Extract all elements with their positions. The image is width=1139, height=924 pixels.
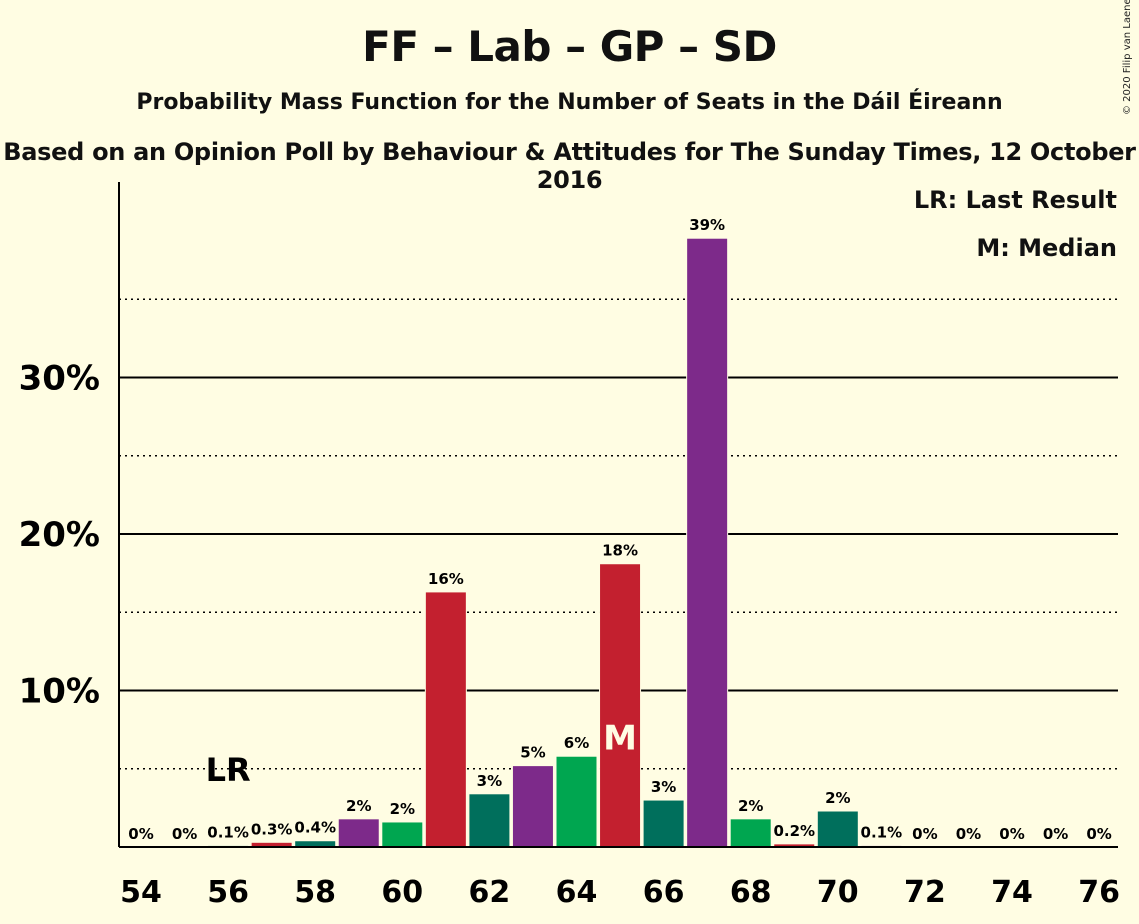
x-tick-label: 72 xyxy=(904,875,946,910)
x-tick-label: 70 xyxy=(817,875,859,910)
y-tick-label: 10% xyxy=(19,672,100,712)
data-label: 5% xyxy=(520,744,545,762)
x-tick-label: 76 xyxy=(1078,875,1120,910)
y-tick-label: 30% xyxy=(19,359,100,399)
x-tick-label: 74 xyxy=(991,875,1033,910)
data-label: 2% xyxy=(390,800,415,818)
data-label: 0% xyxy=(912,825,937,843)
y-tick-label: 20% xyxy=(19,515,100,555)
x-tick-label: 62 xyxy=(469,875,511,910)
data-label: 0% xyxy=(128,825,153,843)
data-label: 0% xyxy=(1086,825,1111,843)
bar xyxy=(555,755,598,848)
data-label: 0% xyxy=(999,825,1024,843)
x-tick-label: 68 xyxy=(730,875,772,910)
data-label: 0% xyxy=(1043,825,1068,843)
x-tick-label: 60 xyxy=(381,875,423,910)
bar xyxy=(729,818,772,848)
data-label: 0% xyxy=(172,825,197,843)
x-tick-label: 58 xyxy=(294,875,336,910)
data-label: 2% xyxy=(825,789,850,807)
x-tick-label: 54 xyxy=(120,875,162,910)
bar xyxy=(642,799,685,848)
bar xyxy=(424,591,467,848)
last-result-marker: LR xyxy=(206,751,251,789)
data-label: 0.2% xyxy=(773,822,815,840)
data-label: 6% xyxy=(564,734,589,752)
data-label: 0.4% xyxy=(294,819,336,837)
bar xyxy=(816,810,859,848)
data-label: 0.1% xyxy=(207,823,249,841)
x-tick-label: 64 xyxy=(556,875,598,910)
bar xyxy=(381,821,424,848)
x-tick-label: 56 xyxy=(207,875,249,910)
data-label: 3% xyxy=(477,772,502,790)
data-label: 0% xyxy=(956,825,981,843)
data-label: 39% xyxy=(689,216,725,234)
data-label: 0.1% xyxy=(861,823,903,841)
chart-subtitle: Probability Mass Function for the Number… xyxy=(136,90,1003,115)
median-marker: M xyxy=(603,718,637,758)
x-tick-label: 66 xyxy=(643,875,685,910)
data-label: 16% xyxy=(428,570,464,588)
bar xyxy=(511,765,554,848)
legend-last-result: LR: Last Result xyxy=(913,186,1117,214)
data-label: 2% xyxy=(738,797,763,815)
data-label: 2% xyxy=(346,797,371,815)
bar xyxy=(468,793,511,848)
bar xyxy=(599,563,642,848)
data-label: 18% xyxy=(602,542,638,560)
bar xyxy=(686,237,729,848)
bar xyxy=(337,818,380,848)
poll-source: Based on an Opinion Poll by Behaviour & … xyxy=(3,138,1136,194)
chart-title: FF – Lab – GP – SD xyxy=(362,22,777,71)
data-label: 3% xyxy=(651,778,676,796)
legend-median: M: Median xyxy=(976,234,1117,262)
data-label: 0.3% xyxy=(251,820,293,838)
